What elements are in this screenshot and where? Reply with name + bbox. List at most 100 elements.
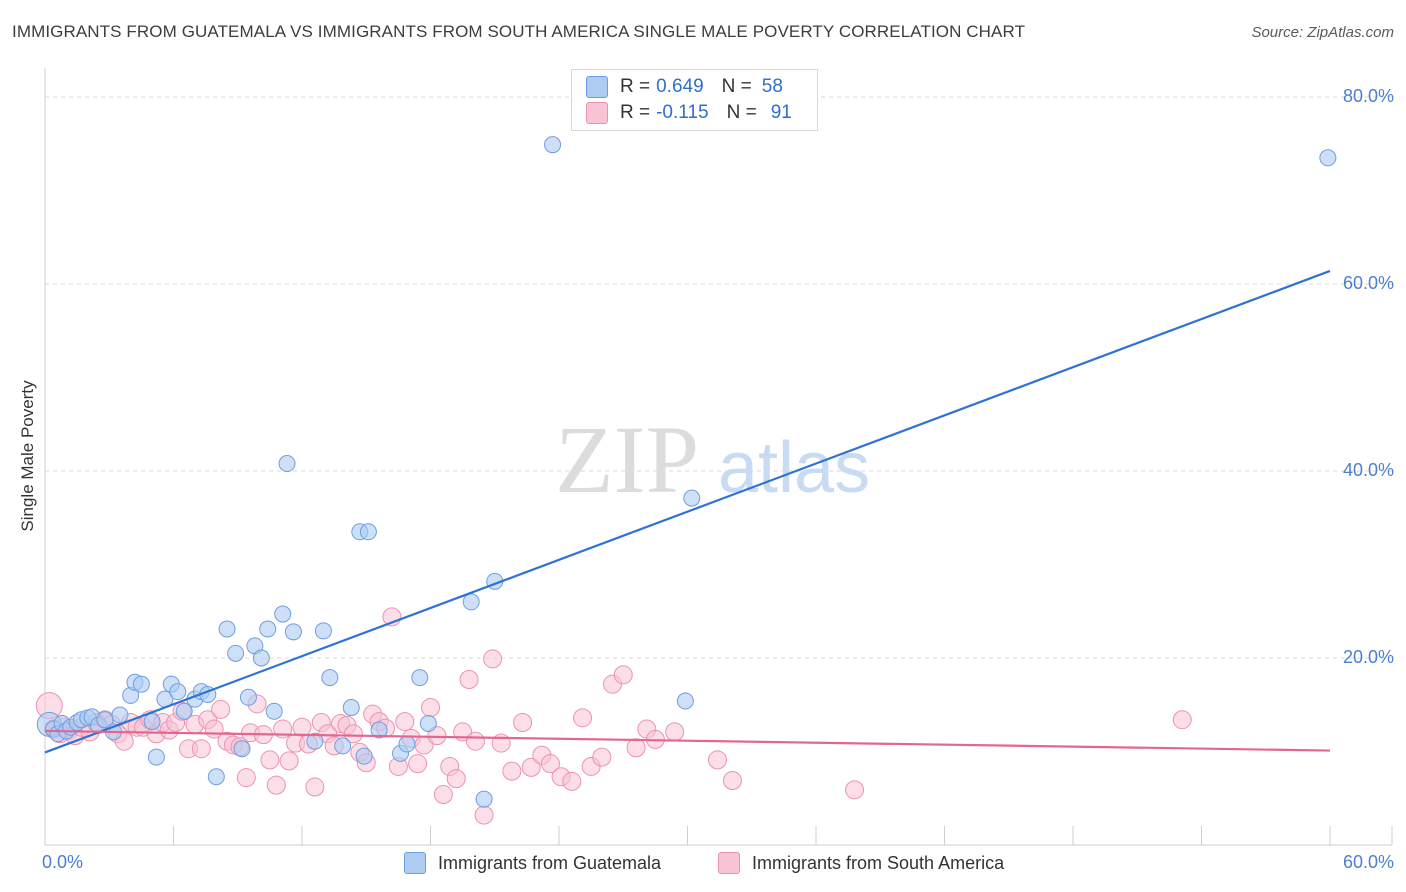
south-america-point xyxy=(626,738,646,758)
series-legend: Immigrants from Guatemala Immigrants fro… xyxy=(0,852,1406,878)
south-america-point xyxy=(279,751,299,771)
y-axis-label: Single Male Poverty xyxy=(18,380,37,532)
guatemala-trend-line xyxy=(44,269,1331,754)
guatemala-point xyxy=(111,706,129,724)
y-tick-label: 80.0% xyxy=(1342,86,1394,106)
n-value: 91 xyxy=(770,102,792,123)
guatemala-point xyxy=(462,593,480,611)
guatemala-point xyxy=(306,732,324,750)
south-america-point xyxy=(459,670,479,690)
guatemala-point xyxy=(683,489,701,507)
south-america-point xyxy=(592,747,612,767)
axes xyxy=(44,68,1393,846)
stats-row-south-america: R = -0.115 N = 91 xyxy=(586,101,792,125)
south-america-point xyxy=(191,739,211,759)
south-america-point xyxy=(613,665,633,685)
n-label: N = xyxy=(721,76,752,97)
x-tick-max: 60.0% xyxy=(1342,852,1394,872)
guatemala-point xyxy=(419,714,437,732)
south-america-point xyxy=(1172,710,1192,730)
guatemala-point xyxy=(411,669,429,687)
guatemala-point xyxy=(370,721,388,739)
guatemala-point xyxy=(132,675,150,693)
stats-legend: R = 0.649 N = 58 R = -0.115 N = 91 xyxy=(571,69,818,131)
south-america-points xyxy=(35,607,1192,825)
south-america-point xyxy=(266,775,286,795)
south-america-point xyxy=(540,754,560,774)
south-america-point xyxy=(260,750,280,770)
south-america-point xyxy=(305,777,325,797)
south-america-point xyxy=(665,722,685,742)
guatemala-point xyxy=(233,740,251,758)
guatemala-point xyxy=(355,747,373,765)
r-value: -0.115 xyxy=(656,102,709,123)
guatemala-point xyxy=(265,702,283,720)
trend-lines xyxy=(44,269,1331,754)
stats-row-guatemala: R = 0.649 N = 58 xyxy=(586,75,783,99)
y-tick-label: 60.0% xyxy=(1342,273,1394,293)
south-america-point xyxy=(343,724,363,744)
south-america-point xyxy=(573,708,593,728)
south-america-swatch xyxy=(586,102,608,124)
n-value: 58 xyxy=(761,76,783,97)
guatemala-point xyxy=(314,622,332,640)
south-america-point xyxy=(211,699,231,719)
guatemala-point xyxy=(676,692,694,710)
south-america-point xyxy=(707,750,727,770)
south-america-point xyxy=(408,754,428,774)
guatemala-point xyxy=(169,683,187,701)
guatemala-point xyxy=(342,699,360,717)
guatemala-point xyxy=(334,737,352,755)
guatemala-point xyxy=(284,623,302,641)
south-america-swatch xyxy=(718,852,740,874)
south-america-point xyxy=(236,768,256,788)
r-label: R = xyxy=(620,76,651,97)
south-america-point xyxy=(521,757,541,777)
guatemala-points xyxy=(36,136,1337,808)
south-america-point xyxy=(502,761,522,781)
guatemala-point xyxy=(227,644,245,662)
guatemala-point xyxy=(207,768,225,786)
watermark-zip: ZIP xyxy=(555,406,699,513)
n-label: N = xyxy=(726,102,757,123)
guatemala-point xyxy=(321,669,339,687)
y-tick-label: 40.0% xyxy=(1342,460,1394,480)
south-america-point xyxy=(292,717,312,737)
south-america-point xyxy=(513,713,533,733)
south-america-point xyxy=(562,771,582,791)
guatemala-point xyxy=(274,605,292,623)
source-label: Source: ZipAtlas.com xyxy=(1251,24,1394,41)
guatemala-point xyxy=(359,523,377,541)
south-america-point xyxy=(474,805,494,825)
chart-title: IMMIGRANTS FROM GUATEMALA VS IMMIGRANTS … xyxy=(12,22,1026,41)
guatemala-point xyxy=(1319,149,1337,167)
legend-label: Immigrants from South America xyxy=(752,852,1005,873)
guatemala-point xyxy=(398,735,416,753)
x-tick-min: 0.0% xyxy=(42,852,84,872)
guatemala-swatch xyxy=(586,76,608,98)
guatemala-point xyxy=(239,688,257,706)
guatemala-swatch xyxy=(404,852,426,874)
guatemala-point xyxy=(218,620,236,638)
guatemala-point xyxy=(252,649,270,667)
guatemala-point xyxy=(143,713,161,731)
legend-item-guatemala[interactable]: Immigrants from Guatemala xyxy=(404,852,661,874)
south-america-point xyxy=(465,731,485,751)
south-america-point xyxy=(433,785,453,805)
legend-label: Immigrants from Guatemala xyxy=(438,852,662,873)
r-value: 0.649 xyxy=(656,76,704,97)
guatemala-point xyxy=(278,455,296,473)
south-america-point xyxy=(395,712,415,732)
legend-item-south-america[interactable]: Immigrants from South America xyxy=(718,852,1004,874)
r-label: R = xyxy=(620,102,651,123)
south-america-point xyxy=(421,698,440,718)
south-america-point xyxy=(722,770,742,790)
watermark-atlas: atlas xyxy=(718,428,870,508)
guatemala-point xyxy=(147,748,165,766)
south-america-point xyxy=(483,649,503,669)
guatemala-point xyxy=(475,790,493,808)
south-america-point xyxy=(446,769,466,789)
south-america-trend-line xyxy=(44,729,1331,752)
south-america-point xyxy=(427,726,447,746)
